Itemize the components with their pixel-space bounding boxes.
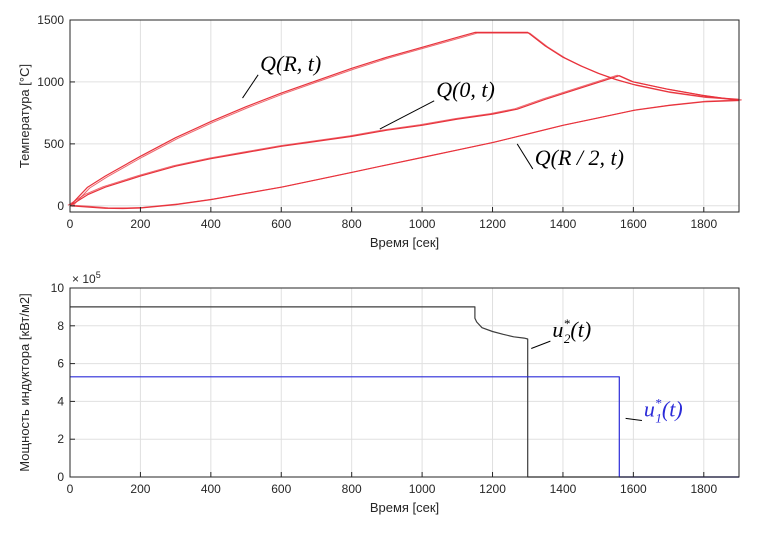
series-line-3-shadow: [72, 99, 742, 209]
y-tick-label-3: 6: [57, 357, 64, 371]
annotation-label-3: Q(R / 2, t): [535, 145, 624, 170]
annotation-label-1: u* 2(t): [552, 316, 591, 346]
y-exponent-label: × 105: [72, 270, 101, 286]
y-tick-label-1: 500: [44, 137, 64, 151]
y-tick-label-2: 1000: [37, 75, 64, 89]
x-tick-label-0: 0: [67, 217, 74, 231]
x-axis-label: Время [сек]: [370, 235, 439, 250]
series-line-2: [70, 376, 739, 478]
x-tick-label-8: 1600: [620, 217, 647, 231]
x-tick-label-7: 1400: [550, 217, 577, 231]
y-tick-label-0: 0: [57, 199, 64, 213]
y-exponent-power: 5: [96, 270, 101, 280]
x-tick-label-4: 800: [342, 482, 362, 496]
series-line-1: [70, 306, 739, 478]
x-tick-label-2: 400: [201, 482, 221, 496]
y-tick-label-1: 2: [57, 432, 64, 446]
x-tick-label-2: 400: [201, 217, 221, 231]
annotation-pointer-2: [625, 417, 642, 422]
y-tick-label-0: 0: [57, 470, 64, 484]
annotation-pointer-3: [516, 143, 534, 170]
axes-frame: [69, 19, 740, 213]
x-tick-label-4: 800: [342, 217, 362, 231]
x-tick-label-9: 1800: [690, 482, 717, 496]
annotation-label-2: Q(0, t): [436, 77, 495, 102]
annotation-pointer-2: [379, 100, 435, 130]
x-tick-label-6: 1200: [479, 482, 506, 496]
y-tick-label-4: 8: [57, 319, 64, 333]
annotation-label-1: Q(R, t): [260, 51, 321, 76]
y-tick-label-2: 4: [57, 394, 64, 408]
x-tick-label-8: 1600: [620, 482, 647, 496]
series-line-2-shadow: [67, 74, 737, 206]
x-tick-label-7: 1400: [550, 482, 577, 496]
x-tick-label-3: 600: [271, 482, 291, 496]
x-axis-label: Время [сек]: [370, 500, 439, 515]
x-tick-label-1: 200: [130, 217, 150, 231]
x-tick-label-0: 0: [67, 482, 74, 496]
annotation-pointer-1: [531, 340, 551, 349]
x-tick-label-9: 1800: [690, 217, 717, 231]
annotation-pointer-1: [242, 74, 259, 99]
x-tick-label-6: 1200: [479, 217, 506, 231]
x-tick-label-3: 600: [271, 217, 291, 231]
plot-1: 0 200 400 600 800 1000 1200 1400 1600 1800 0 500 100…: [17, 13, 742, 250]
x-tick-label-1: 200: [130, 482, 150, 496]
x-tick-label-5: 1000: [409, 217, 436, 231]
series-line-1: [69, 31, 740, 207]
annotation-label-2: u* 1(t): [644, 396, 683, 426]
plot-2: 0 200 400 600 800 1000 1200 1400 1600 1800 0 2 4 6 8 10…: [17, 270, 740, 515]
axes-frame: [69, 287, 740, 478]
y-tick-label-5: 10: [51, 281, 65, 295]
x-tick-label-5: 1000: [409, 482, 436, 496]
y-axis-label: Мощность индуктора [кВт/м2]: [17, 293, 32, 472]
y-tick-label-3: 1500: [37, 13, 64, 27]
series-line-1-shadow: [71, 32, 742, 207]
y-axis-label: Температура [°C]: [17, 64, 32, 168]
